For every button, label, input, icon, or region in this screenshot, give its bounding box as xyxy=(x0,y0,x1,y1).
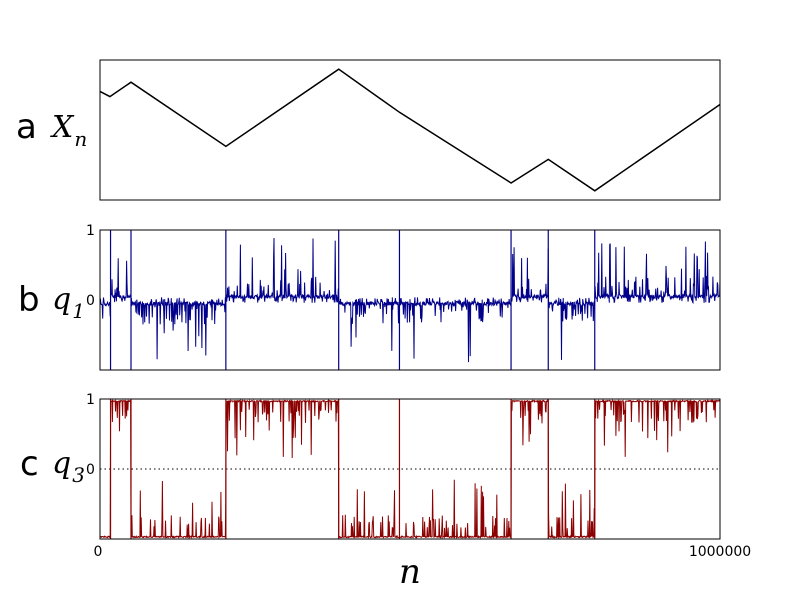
panel-b-frame xyxy=(99,229,721,371)
panel-c-ytick-1: 1 xyxy=(86,392,95,408)
panel-b-ylabel: q1 xyxy=(52,282,85,323)
panel-b-ytick-0: 0 xyxy=(86,293,95,309)
panel-a: a Xn xyxy=(16,59,721,201)
panel-c-ytick-0: 0 xyxy=(86,462,95,478)
panel-letter-c: c xyxy=(20,444,39,484)
panel-b-ytick-1: 1 xyxy=(86,223,95,239)
panel-letter-b: b xyxy=(18,280,40,320)
series-line-x-n xyxy=(99,68,721,192)
panel-c-plot xyxy=(99,398,721,540)
panel-b: b q1 1 0 xyxy=(18,223,721,371)
x-axis-label: n xyxy=(399,552,421,592)
panel-c: c q3 1 0 xyxy=(20,392,721,540)
series-line-q xyxy=(99,398,721,540)
panel-c-frame xyxy=(99,398,721,540)
series-line-q xyxy=(99,237,721,363)
panel-a-frame xyxy=(99,59,721,201)
panel-c-ylabel: q3 xyxy=(52,446,85,487)
panel-letter-a: a xyxy=(16,107,37,147)
panel-a-ylabel: Xn xyxy=(50,110,87,151)
x-tick-0: 0 xyxy=(94,544,103,560)
x-tick-1000000: 1000000 xyxy=(689,544,751,560)
panel-b-plot xyxy=(99,230,721,370)
panel-a-plot xyxy=(99,68,721,192)
